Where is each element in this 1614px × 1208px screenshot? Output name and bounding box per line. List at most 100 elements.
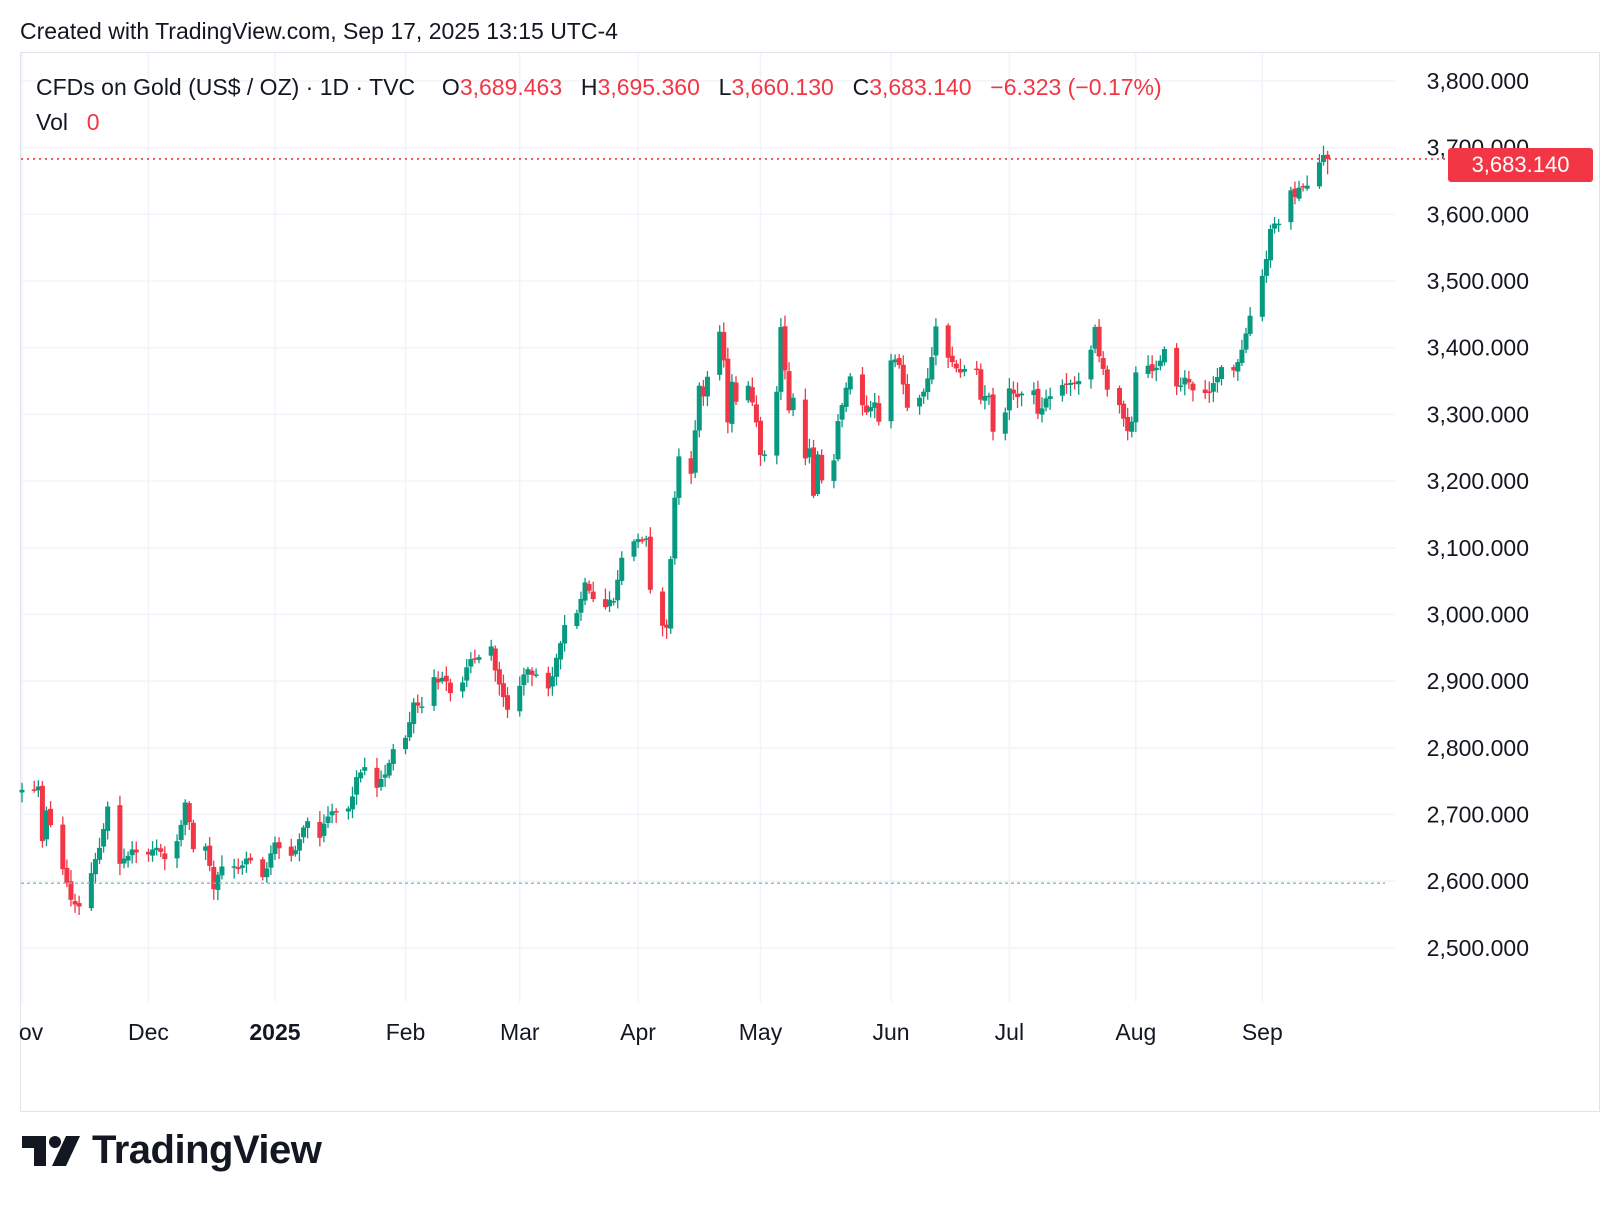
x-tick-label: Dec bbox=[128, 1019, 169, 1045]
candle-body bbox=[782, 326, 788, 371]
candle-body bbox=[1125, 416, 1131, 432]
candle-body bbox=[117, 805, 123, 864]
x-tick-label: Jul bbox=[995, 1019, 1024, 1045]
candle-body bbox=[696, 385, 702, 431]
candle-body bbox=[43, 810, 49, 840]
created-with-caption: Created with TradingView.com, Sep 17, 20… bbox=[20, 18, 618, 44]
candle-body bbox=[676, 456, 682, 498]
candle-body bbox=[717, 331, 723, 375]
candle-body bbox=[68, 881, 74, 900]
candle-body bbox=[921, 391, 927, 397]
candle-body bbox=[533, 674, 539, 676]
y-tick-label: 3,100.000 bbox=[1427, 535, 1529, 561]
x-tick-label: ov bbox=[19, 1019, 44, 1045]
candle-body bbox=[1092, 327, 1098, 349]
candle-body bbox=[1100, 358, 1106, 369]
candle-body bbox=[419, 706, 425, 708]
candle-body bbox=[231, 866, 237, 868]
candle-body bbox=[1121, 403, 1127, 419]
candle-body bbox=[1039, 408, 1045, 415]
candle-body bbox=[700, 386, 706, 397]
candle-body bbox=[239, 865, 245, 868]
candle-body bbox=[190, 822, 196, 850]
candle-body bbox=[815, 454, 821, 494]
candle-body bbox=[1267, 229, 1273, 261]
candle-body bbox=[521, 674, 527, 686]
candle-body bbox=[431, 677, 437, 706]
candle-body bbox=[562, 625, 568, 644]
tradingview-brand[interactable]: TradingView bbox=[22, 1128, 322, 1173]
candle-body bbox=[615, 579, 621, 601]
candle-body bbox=[1239, 349, 1245, 364]
y-tick-label: 2,700.000 bbox=[1427, 801, 1529, 827]
candle-body bbox=[574, 613, 580, 627]
candle-body bbox=[150, 849, 156, 856]
candle-body bbox=[362, 767, 368, 771]
candle-body bbox=[443, 675, 449, 682]
candle-body bbox=[468, 659, 474, 667]
candle-body bbox=[1145, 365, 1151, 374]
candle-body bbox=[317, 821, 323, 838]
time-axis: ov Dec 2025 Feb Mar Apr May Jun Jul Aug Sep bbox=[19, 1019, 1283, 1045]
candle-body bbox=[178, 824, 184, 840]
candle-body bbox=[133, 849, 139, 853]
candle-body bbox=[1063, 383, 1069, 385]
candle-body bbox=[321, 823, 327, 836]
candle-body bbox=[264, 868, 270, 878]
candle-body bbox=[1316, 162, 1322, 187]
candle-body bbox=[953, 363, 959, 369]
legend-volume-row: Vol 0 bbox=[36, 105, 1162, 140]
candle-body bbox=[819, 454, 825, 481]
candle-body bbox=[272, 842, 278, 854]
candle-body bbox=[1206, 391, 1212, 393]
x-tick-label: Aug bbox=[1115, 1019, 1156, 1045]
candle-body bbox=[1210, 383, 1216, 392]
candle-body bbox=[1259, 275, 1265, 317]
x-tick-label: Sep bbox=[1242, 1019, 1283, 1045]
candle-body bbox=[19, 789, 25, 793]
candle-body bbox=[1072, 382, 1078, 385]
candle-body bbox=[945, 325, 951, 358]
candle-body bbox=[1276, 223, 1282, 226]
candle-body bbox=[864, 405, 870, 413]
candle-body bbox=[590, 591, 596, 600]
candle-body bbox=[660, 591, 666, 626]
y-tick-label: 2,600.000 bbox=[1427, 868, 1529, 894]
x-tick-label: Mar bbox=[500, 1019, 540, 1045]
candle-body bbox=[325, 816, 331, 824]
legend-high-value: 3,695.360 bbox=[597, 74, 700, 100]
candle-body bbox=[859, 374, 865, 406]
candle-body bbox=[1031, 390, 1037, 396]
candle-body bbox=[97, 847, 103, 860]
legend-symbol: CFDs on Gold (US$ / OZ) · 1D · TVC bbox=[36, 74, 416, 100]
candle-body bbox=[492, 648, 498, 671]
candle-body bbox=[374, 767, 380, 788]
candle-body bbox=[1304, 185, 1310, 189]
candle-body bbox=[1117, 388, 1123, 406]
legend-vol-value: 0 bbox=[86, 109, 100, 135]
candle-body bbox=[745, 385, 751, 401]
candle-body bbox=[917, 397, 923, 407]
candle-body bbox=[48, 808, 54, 826]
candle-body bbox=[1202, 389, 1208, 394]
candle-body bbox=[1157, 360, 1163, 367]
candle-body bbox=[1292, 188, 1298, 198]
candle-body bbox=[876, 403, 882, 422]
candle-body bbox=[154, 847, 160, 851]
candle-body bbox=[496, 669, 502, 685]
candle-body bbox=[978, 369, 984, 400]
candle-body bbox=[1015, 393, 1021, 398]
x-tick-label: 2025 bbox=[249, 1019, 300, 1045]
candle-body bbox=[811, 447, 817, 496]
candle-body bbox=[872, 402, 878, 408]
y-tick-label: 3,600.000 bbox=[1427, 201, 1529, 227]
x-tick-label: Jun bbox=[872, 1019, 909, 1045]
candle-body bbox=[786, 371, 792, 411]
reference-lines bbox=[21, 158, 1448, 884]
candle-body bbox=[243, 858, 249, 865]
candle-body bbox=[582, 582, 588, 601]
candle-body bbox=[158, 848, 164, 852]
candle-body bbox=[517, 685, 523, 712]
candle-body bbox=[635, 539, 641, 543]
